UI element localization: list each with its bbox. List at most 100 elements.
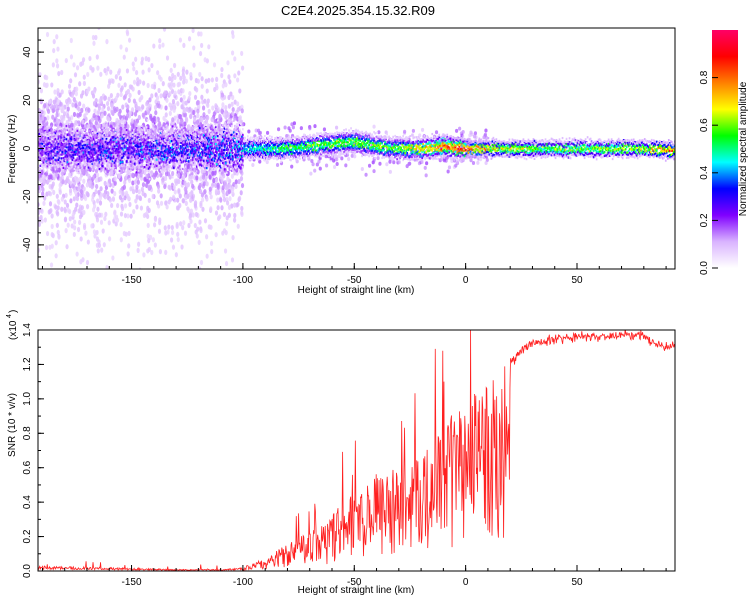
heatmap-cell xyxy=(70,161,73,164)
heatmap-cell xyxy=(125,142,128,145)
heatmap-cell xyxy=(69,78,73,84)
heatmap-cell xyxy=(60,129,63,132)
heatmap-cell xyxy=(121,147,124,150)
heatmap-cell xyxy=(126,144,129,148)
heatmap-cell xyxy=(220,205,224,211)
heatmap-cell xyxy=(50,131,53,134)
heatmap-cell xyxy=(68,187,73,194)
heatmap-cell xyxy=(147,134,150,137)
heatmap-cell xyxy=(95,54,99,60)
heatmap-cell xyxy=(344,163,348,168)
heatmap-cell xyxy=(59,176,63,182)
heatmap-cell xyxy=(181,225,185,231)
heatmap-cell xyxy=(130,142,133,145)
heatmap-cell xyxy=(145,163,148,166)
heatmap-cell xyxy=(44,131,47,134)
heatmap-cell xyxy=(84,150,87,153)
heatmap-cell xyxy=(56,168,59,171)
heatmap-cell xyxy=(76,226,81,233)
heatmap-cell xyxy=(154,110,158,116)
heatmap-cell xyxy=(174,163,177,167)
heatmap-cell xyxy=(101,142,104,145)
heatmap-cell xyxy=(126,136,129,139)
heatmap-cell xyxy=(225,200,230,206)
heatmap-cell xyxy=(89,65,93,71)
heatmap-cell xyxy=(105,151,108,155)
heatmap-cell xyxy=(221,102,225,108)
heatmap-cell xyxy=(64,167,67,170)
heatmap-cell xyxy=(142,80,146,86)
heatmap-cell xyxy=(168,91,172,97)
heatmap-cell xyxy=(117,145,120,148)
heatmap-cell xyxy=(107,96,111,102)
heatmap-cell xyxy=(55,130,58,133)
heatmap-cell xyxy=(55,112,59,118)
heatmap-cell xyxy=(50,164,53,168)
heatmap-cell xyxy=(397,160,401,165)
heatmap-cell xyxy=(367,163,372,168)
heatmap-cell xyxy=(149,135,152,138)
heatmap-cell xyxy=(60,148,63,151)
heatmap-cell xyxy=(187,208,191,214)
heatmap-cell xyxy=(372,169,376,174)
heatmap-cell xyxy=(229,91,233,97)
heatmap-cell xyxy=(484,161,488,166)
heatmap-cell xyxy=(165,142,168,145)
heatmap-cell xyxy=(214,232,218,238)
heatmap-cell xyxy=(100,113,104,119)
heatmap-cell xyxy=(98,98,102,104)
heatmap-cell xyxy=(137,89,141,96)
heatmap-cell xyxy=(134,135,137,138)
heatmap-cell xyxy=(66,159,69,162)
heatmap-cell xyxy=(46,165,49,168)
heatmap-cell xyxy=(78,101,82,107)
heatmap-cell xyxy=(55,222,59,228)
heatmap-cell xyxy=(94,157,97,160)
heatmap-cell xyxy=(171,194,176,200)
heatmap-cell xyxy=(178,167,181,170)
heatmap-cell xyxy=(171,143,174,146)
heatmap-cell xyxy=(90,135,93,138)
heatmap-cell xyxy=(45,230,50,237)
heatmap-cell xyxy=(153,172,157,178)
heatmap-cell xyxy=(189,218,193,224)
heatmap-cell xyxy=(75,86,79,92)
heatmap-cell xyxy=(54,240,58,246)
heatmap-cell xyxy=(233,73,237,79)
heatmap-cell xyxy=(148,166,151,169)
heatmap-cell xyxy=(110,202,114,209)
heatmap-cell xyxy=(184,100,188,106)
heatmap-cell xyxy=(88,55,92,62)
heatmap-cell xyxy=(163,183,167,190)
heatmap-cell xyxy=(70,120,73,123)
heatmap-cell xyxy=(388,159,392,164)
heatmap-cell xyxy=(135,157,138,160)
heatmap-cell xyxy=(80,134,83,137)
heatmap-cell xyxy=(162,158,165,161)
heatmap-cell xyxy=(202,112,206,118)
heatmap-cell xyxy=(119,172,122,175)
heatmap-cell xyxy=(145,169,148,173)
heatmap-cell xyxy=(38,132,41,136)
heatmap-cell xyxy=(112,151,115,154)
heatmap-cell xyxy=(105,175,108,178)
spectrogram-heatmap xyxy=(38,28,675,269)
heatmap-cell xyxy=(101,139,104,142)
heatmap-cell xyxy=(227,204,232,210)
heatmap-cell xyxy=(114,170,117,173)
heatmap-cell xyxy=(121,129,124,133)
heatmap-cell xyxy=(44,165,47,169)
heatmap-cell xyxy=(106,134,109,137)
heatmap-cell xyxy=(140,139,143,142)
heatmap-cell xyxy=(173,90,177,96)
heatmap-cell xyxy=(109,136,112,139)
heatmap-cell xyxy=(131,131,134,134)
heatmap-cell xyxy=(159,193,163,199)
heatmap-cell xyxy=(141,167,144,170)
heatmap-cell xyxy=(85,148,88,151)
heatmap-cell xyxy=(72,165,75,168)
heatmap-cell xyxy=(104,167,107,170)
heatmap-cell xyxy=(95,172,100,178)
heatmap-cell xyxy=(74,189,78,195)
heatmap-cell xyxy=(116,160,119,163)
